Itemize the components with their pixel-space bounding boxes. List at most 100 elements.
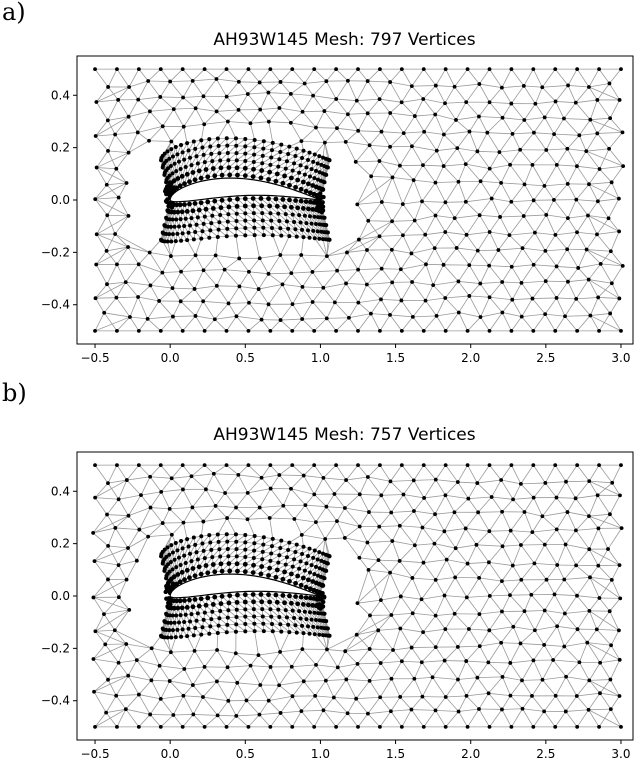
mesh-edge [94,547,129,562]
mesh-edge [149,108,174,112]
mesh-vertex [251,211,256,216]
mesh-edge [107,150,129,154]
mesh-edge [280,712,293,728]
mesh-edge [421,598,436,616]
mesh-edge [271,623,282,632]
mesh-vertex [521,84,526,88]
mesh-edge [326,634,357,650]
mesh-vertex [621,164,626,169]
mesh-edge [358,239,368,251]
mesh-edge [129,296,139,318]
mesh-edge [170,637,177,653]
mesh-vertex [91,657,96,661]
mesh-edge [609,83,620,101]
mesh-vertex [168,254,173,258]
mesh-edge [326,252,348,257]
mesh-edge [169,489,184,510]
mesh-edge [106,215,116,235]
mesh-edge [443,131,470,135]
y-tick-label: −0.2 [41,245,70,259]
mesh-vertex [286,226,291,231]
mesh-vertex [300,179,306,185]
mesh-edge [254,631,259,656]
mesh-edge [392,540,415,546]
mesh-edge [457,147,478,152]
mesh-vertex [219,197,225,203]
mesh-vertex [219,172,225,178]
mesh-vertex [307,199,313,205]
mesh-vertex [325,230,330,235]
mesh-vertex [93,329,97,333]
mesh-edge [401,647,412,662]
mesh-edge [315,110,325,128]
mesh-edge [183,95,204,98]
mesh-vertex [315,229,320,234]
mesh-edge [413,480,425,499]
mesh-edge [575,298,591,316]
mesh-edge [511,464,522,485]
mesh-edge [96,99,119,103]
mesh-edge [554,133,580,136]
mesh-vertex [105,213,110,218]
mesh-edge [389,314,413,318]
mesh-edge [391,249,412,254]
mesh-edge [270,712,281,728]
mesh-edge [216,269,225,287]
mesh-vertex [478,315,483,319]
mesh-edge [292,286,303,305]
mesh-edge [512,626,521,644]
mesh-edge [370,299,382,314]
mesh-edge [501,642,521,644]
mesh-edge [502,117,513,135]
mesh-vertex [171,209,177,215]
mesh-edge [377,614,392,631]
mesh-edge [564,610,590,614]
mesh-vertex [598,262,603,266]
mesh-edge [94,184,108,200]
mesh-vertex [94,232,99,237]
mesh-edge [401,98,424,103]
mesh-edge [280,710,302,714]
mesh-vertex [294,234,299,239]
mesh-edge [355,160,380,163]
mesh-edge [282,488,292,506]
mesh-vertex [433,180,438,185]
mesh-edge [444,595,455,614]
mesh-edge [357,713,369,728]
mesh-edge [435,710,447,728]
mesh-vertex [251,203,256,209]
mesh-edge [435,182,446,203]
mesh-vertex [410,144,414,149]
mesh-edge [402,179,415,205]
mesh-edge [228,286,240,304]
mesh-edge [611,283,620,299]
mesh-edge [565,464,578,482]
mesh-edge [556,266,579,269]
mesh-edge [446,547,456,560]
mesh-edge [356,614,392,636]
mesh-edge [282,505,295,520]
mesh-vertex [277,157,282,162]
mesh-edge [324,110,348,115]
mesh-edge [151,648,160,666]
mesh-edge [608,148,624,167]
mesh-vertex [251,166,256,172]
mesh-edge [367,476,382,496]
mesh-edge [412,599,422,614]
mesh-vertex [276,211,281,216]
mesh-vertex [218,205,224,211]
mesh-edge [380,572,391,601]
mesh-edge [279,93,292,109]
mesh-edge [291,664,317,668]
mesh-edge [335,317,350,332]
mesh-edge [224,492,237,508]
mesh-edge [457,645,480,648]
mesh-edge [270,464,280,476]
mesh-edge [575,498,590,517]
mesh-edge [609,99,620,119]
mesh-vertex [94,100,99,104]
mesh-vertex [191,712,196,717]
mesh-vertex [173,239,178,244]
mesh-vertex [268,67,273,71]
mesh-vertex [205,199,211,205]
